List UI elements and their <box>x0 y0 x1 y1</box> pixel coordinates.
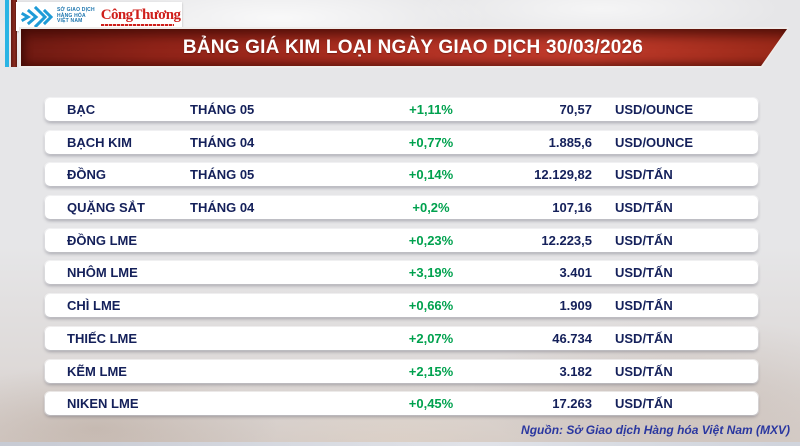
table-row: NIKEN LME +0,45% 17.263 USD/TẤN <box>45 392 758 416</box>
table-row: BẠCH KIM THÁNG 04 +0,77% 1.885,6 USD/OUN… <box>45 130 758 154</box>
price-unit: USD/TẤN <box>615 265 673 281</box>
change-percent: +1,11% <box>409 102 453 117</box>
price-value: 46.734 <box>552 330 592 346</box>
price-unit: USD/TẤN <box>615 396 673 412</box>
change-percent: +0,77% <box>408 134 454 150</box>
commodity-name: ĐỒNG LME <box>67 232 138 248</box>
change-percent: +0,23% <box>408 232 454 248</box>
price-unit: USD/TẤN <box>615 330 673 346</box>
mxv-logo-line: HÀNG HÓA <box>57 12 86 19</box>
source-note: Nguồn: Sở Giao dịch Hàng hóa Việt Nam (M… <box>521 423 790 437</box>
table-row: QUẶNG SẮT THÁNG 04 +0,2% 107,16 USD/TẤN <box>45 196 758 220</box>
title-banner: BẢNG GIÁ KIM LOẠI NGÀY GIAO DỊCH 30/03/2… <box>19 27 789 68</box>
commodity-name: KẼM LME <box>67 363 127 379</box>
contract-month: THÁNG 05 <box>190 167 255 183</box>
commodity-name: BẠC <box>67 102 96 117</box>
contract-month: THÁNG 05 <box>190 102 255 117</box>
commodity-name: CHÌ LME <box>67 298 121 314</box>
accent-stripe-darkred <box>11 0 17 67</box>
price-value: 17.263 <box>552 396 592 412</box>
change-percent: +0,14% <box>408 167 454 183</box>
table-row: CHÌ LME +0,66% 1.909 USD/TẤN <box>45 294 758 318</box>
price-value: 3.182 <box>559 363 592 379</box>
price-unit: USD/OUNCE <box>615 134 694 150</box>
congthuong-logo: CôngThương <box>100 6 181 26</box>
congthuong-logo-underline <box>100 23 175 26</box>
accent-stripe-cyan <box>5 0 9 67</box>
page-title: BẢNG GIÁ KIM LOẠI NGÀY GIAO DỊCH 30/03/2… <box>182 36 644 58</box>
change-percent: +2,15% <box>408 363 454 379</box>
bottom-edge-strip <box>0 442 800 446</box>
price-value: 3.401 <box>559 265 592 281</box>
commodity-name: BẠCH KIM <box>67 134 132 150</box>
price-value: 70,57 <box>559 102 592 117</box>
mxv-logo-text: SỞ GIAO DỊCH HÀNG HÓA VIỆT NAM <box>57 7 95 25</box>
price-value: 1.909 <box>559 298 592 314</box>
price-unit: USD/TẤN <box>615 298 673 314</box>
table-row: ĐỒNG THÁNG 05 +0,14% 12.129,82 USD/TẤN <box>45 163 758 187</box>
price-table-body: BẠC THÁNG 05 +1,11% 70,57 USD/OUNCE BẠCH… <box>45 98 758 416</box>
mxv-logo-line: SỞ GIAO DỊCH <box>57 7 95 14</box>
change-percent: +0,45% <box>408 396 454 412</box>
price-unit: USD/TẤN <box>615 167 673 183</box>
change-percent: +2,07% <box>408 330 454 346</box>
commodity-name: QUẶNG SẮT <box>67 200 145 216</box>
price-value: 12.223,5 <box>541 232 592 248</box>
price-value: 1.885,6 <box>548 134 592 150</box>
price-value: 12.129,82 <box>534 167 592 183</box>
commodity-name: THIẾC LME <box>67 330 138 346</box>
price-unit: USD/OUNCE <box>615 102 694 117</box>
title-banner-inner: BẢNG GIÁ KIM LOẠI NGÀY GIAO DỊCH 30/03/2… <box>21 29 787 66</box>
price-unit: USD/TẤN <box>615 232 673 248</box>
logo-plate: SỞ GIAO DỊCH HÀNG HÓA VIỆT NAM CôngThươn… <box>16 2 182 31</box>
table-row: BẠC THÁNG 05 +1,11% 70,57 USD/OUNCE <box>45 98 758 121</box>
commodity-name: ĐỒNG <box>67 167 106 183</box>
price-unit: USD/TẤN <box>615 200 673 216</box>
table-row: KẼM LME +2,15% 3.182 USD/TẤN <box>45 359 758 383</box>
commodity-name: NHÔM LME <box>67 265 138 281</box>
congthuong-logo-text: CôngThương <box>100 6 181 23</box>
price-value: 107,16 <box>552 200 592 216</box>
mxv-chevron-icon <box>21 5 53 28</box>
contract-month: THÁNG 04 <box>190 134 255 150</box>
mxv-logo-line: VIỆT NAM <box>57 18 83 25</box>
change-percent: +0,66% <box>408 298 454 314</box>
table-row: ĐỒNG LME +0,23% 12.223,5 USD/TẤN <box>45 228 758 252</box>
commodity-name: NIKEN LME <box>67 396 139 412</box>
change-percent: +0,2% <box>412 200 450 216</box>
contract-month: THÁNG 04 <box>190 200 255 216</box>
table-row: THIẾC LME +2,07% 46.734 USD/TẤN <box>45 326 758 350</box>
table-row: NHÔM LME +3,19% 3.401 USD/TẤN <box>45 261 758 285</box>
price-unit: USD/TẤN <box>615 363 673 379</box>
change-percent: +3,19% <box>408 265 454 281</box>
